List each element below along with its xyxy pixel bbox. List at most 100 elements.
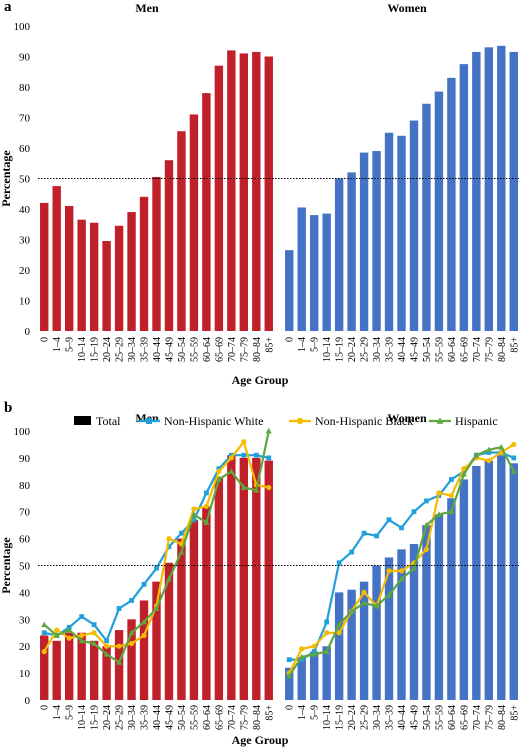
series-point — [324, 619, 330, 625]
bar — [447, 498, 456, 700]
x-tick-label: 10–14 — [77, 705, 88, 730]
bar — [189, 114, 199, 331]
x-tick-label: 10–14 — [322, 337, 333, 362]
bar — [77, 219, 86, 331]
bar — [472, 465, 481, 700]
series-point — [66, 635, 72, 641]
bar — [509, 463, 518, 700]
x-tick-label: 65–69 — [214, 337, 225, 362]
series-point — [399, 525, 404, 531]
bar — [347, 589, 356, 700]
x-tick-label: 45–49 — [164, 705, 175, 730]
bar — [40, 635, 49, 700]
series-point — [129, 598, 134, 603]
x-tick-label: 25–29 — [360, 337, 371, 362]
bar — [214, 476, 224, 700]
series-point — [386, 517, 392, 523]
y-tick-label: 90 — [19, 52, 31, 64]
x-tick-label: 0 — [285, 337, 296, 342]
bar — [177, 538, 186, 700]
bar — [52, 186, 61, 331]
x-tick-label: 0 — [40, 705, 51, 710]
bar — [285, 250, 294, 331]
series-point — [79, 632, 85, 639]
x-tick-label: 65–69 — [214, 705, 225, 730]
series-point — [166, 536, 172, 542]
bar — [484, 460, 494, 700]
series-point — [486, 450, 492, 455]
bar — [359, 152, 369, 331]
x-tick-label: 20–24 — [102, 705, 113, 730]
series-point — [253, 452, 259, 458]
bar — [202, 506, 211, 700]
bar — [264, 460, 273, 700]
x-tick-label: 20–24 — [347, 337, 358, 362]
x-tick-label: 85+ — [264, 337, 275, 353]
bar — [285, 667, 294, 700]
x-tick-label: 1–4 — [52, 337, 63, 352]
y-tick-label: 50 — [19, 561, 31, 573]
x-tick-label: 20–24 — [102, 337, 113, 362]
series-point — [398, 575, 405, 582]
x-tick-label: 30–34 — [127, 705, 138, 730]
series-point — [41, 630, 47, 636]
series-point — [116, 643, 122, 649]
series-point — [511, 441, 517, 448]
bar — [359, 581, 369, 700]
x-tick-label: 55–59 — [189, 705, 200, 730]
bar — [252, 457, 261, 700]
series-point — [423, 521, 430, 528]
x-tick-label: 55–59 — [434, 705, 445, 730]
series-point — [423, 546, 430, 552]
bar — [89, 222, 99, 331]
y-tick-label: 50 — [19, 174, 31, 186]
series-point — [78, 637, 85, 644]
bar — [40, 202, 49, 331]
x-tick-label: 30–34 — [127, 337, 138, 362]
x-tick-label: 55–59 — [434, 337, 445, 362]
bar — [152, 581, 161, 700]
series-point — [228, 452, 234, 458]
x-tick-label: 80–84 — [252, 337, 263, 362]
series-point — [324, 630, 330, 636]
series-point — [510, 468, 517, 474]
series-point — [141, 618, 148, 625]
bar — [239, 53, 249, 331]
series-point — [374, 533, 379, 539]
x-tick-label: 70–74 — [227, 705, 238, 730]
series-point — [228, 455, 234, 461]
y-axis-label: Percentage — [0, 150, 13, 207]
bar — [114, 225, 124, 331]
x-tick-label: 5–9 — [65, 337, 76, 352]
bar — [322, 213, 331, 331]
x-tick-label: 65–69 — [459, 337, 470, 362]
series-point — [386, 591, 393, 598]
bar — [189, 519, 199, 700]
x-tick-label: 40–44 — [152, 337, 163, 362]
x-tick-label: 40–44 — [397, 705, 408, 730]
y-tick-label: 70 — [19, 507, 31, 519]
series-point — [424, 498, 429, 504]
bar — [384, 132, 394, 331]
bar — [102, 646, 111, 700]
series-point — [311, 643, 317, 649]
bar — [422, 103, 431, 332]
series-point — [240, 484, 247, 490]
series-point — [154, 565, 159, 571]
x-tick-label: 15–19 — [335, 337, 346, 362]
y-tick-label: 20 — [19, 641, 31, 653]
series-point — [286, 672, 293, 679]
series-point — [336, 621, 343, 628]
y-tick-label: 10 — [19, 296, 31, 308]
series-point — [166, 544, 172, 550]
x-tick-label: 60–64 — [202, 337, 213, 362]
series-point — [361, 589, 367, 596]
series-point — [41, 621, 48, 628]
y-tick-label: 80 — [19, 82, 31, 94]
x-tick-label: 50–54 — [177, 705, 188, 730]
chart-panel-a: a 0 10 20 30 40 50 60 70 80 90 100 Percentage Age Gro… — [0, 0, 520, 387]
series-point — [299, 657, 305, 663]
series-point — [349, 549, 355, 555]
y-tick-label: 0 — [25, 695, 31, 707]
series-point — [411, 509, 417, 515]
